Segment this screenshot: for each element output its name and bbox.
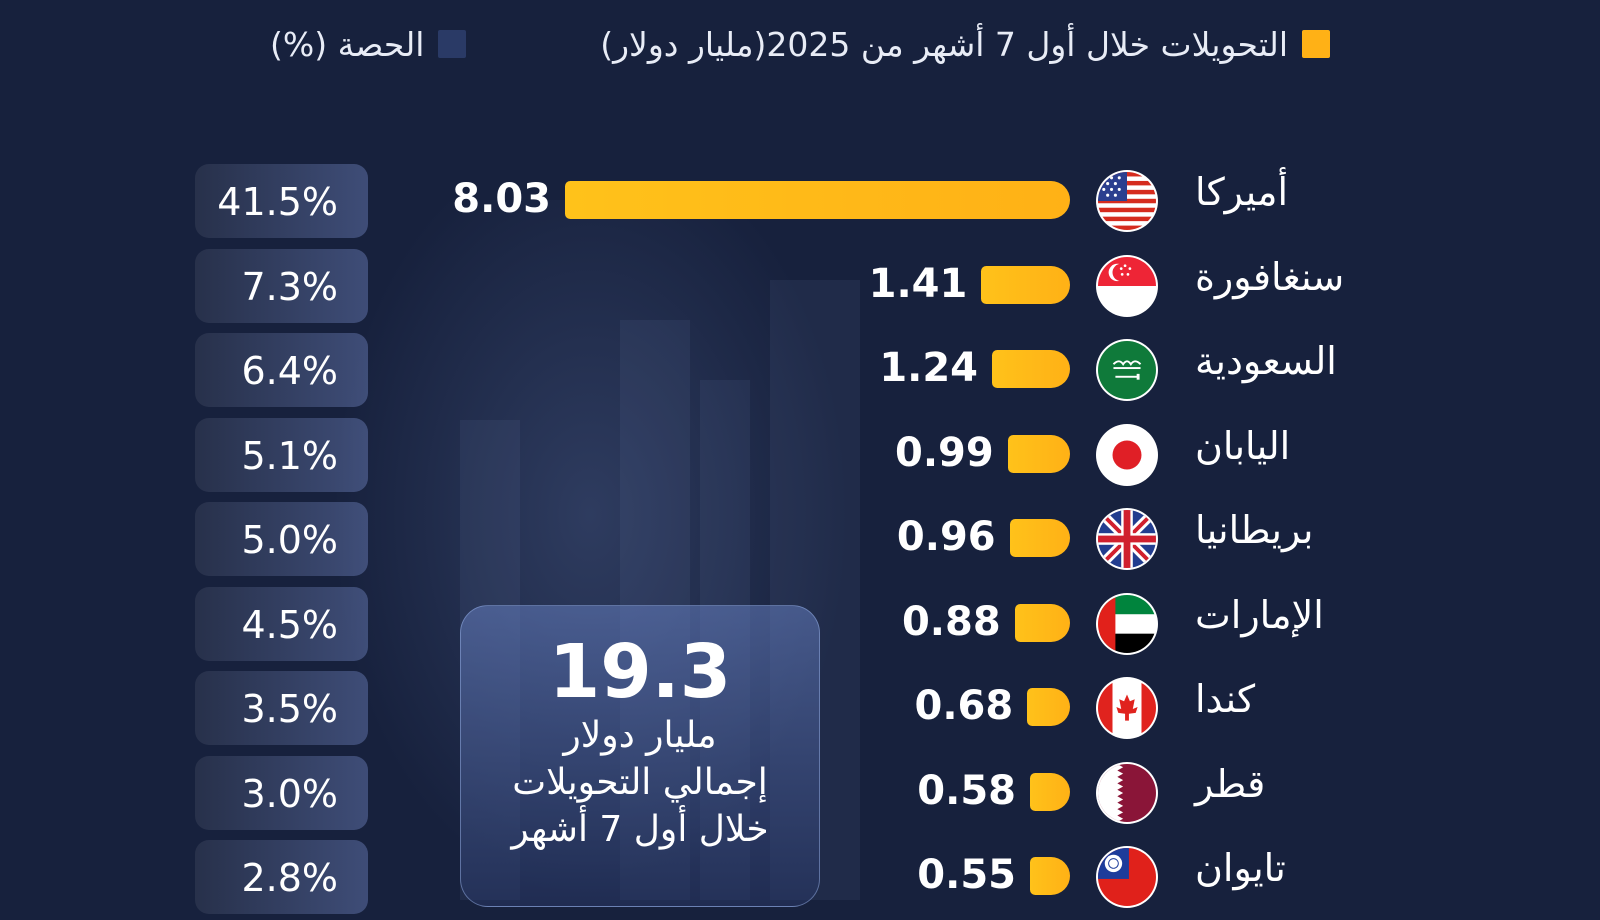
data-label: 8.03 [452,176,551,222]
uae-flag-icon [1096,592,1158,655]
canada-flag-icon [1096,677,1158,739]
bar [1007,434,1070,473]
category-label: أميركا [1195,170,1289,214]
legend-item-share: الحصة (%) [270,20,467,68]
bar [1027,688,1070,726]
us-flag-icon [1096,170,1158,232]
total-caption: إجمالي التحويلات [512,762,768,803]
share-box: 41.5% [195,164,368,238]
chart-row: كندا 0.68 3.5% [0,667,1600,751]
legend-swatch-share [438,30,467,58]
singapore-flag-icon [1096,254,1158,317]
share-label: 7.3% [241,264,338,309]
uk-flag-icon [1096,508,1158,570]
taiwan-flag-icon [1096,846,1158,908]
bar [992,350,1070,388]
data-label: 1.24 [879,345,979,391]
japan-flag-icon [1096,423,1158,486]
category-label: السعودية [1195,339,1337,383]
share-box: 5.0% [195,502,368,576]
share-label: 5.0% [241,518,338,562]
data-label: 0.96 [896,514,996,560]
category-label: بريطانيا [1195,508,1314,552]
category-label: كندا [1195,677,1256,721]
chart-row: الإمارات 0.88 4.5% [0,583,1600,667]
legend-item-transfers: التحويلات خلال أول 7 أشهر من 2025(مليار … [600,20,1330,68]
data-label: 0.99 [895,429,994,476]
legend-label-transfers: التحويلات خلال أول 7 أشهر من 2025(مليار … [600,24,1288,64]
chart-row: أميركا 8.03 41.5% [0,160,1600,244]
bar [981,265,1070,304]
share-box: 5.1% [195,417,368,492]
share-label: 3.5% [241,687,338,731]
share-box: 2.8% [195,840,368,914]
bar [1030,857,1070,895]
saudi-flag-icon [1096,339,1158,401]
chart-row: قطر 0.58 3.0% [0,752,1600,836]
qatar-flag-icon [1096,761,1158,824]
category-label: سنغافورة [1195,254,1345,299]
share-label: 41.5% [217,180,338,224]
share-box: 7.3% [195,248,368,323]
data-label: 0.55 [917,852,1016,898]
total-card: 19.3 مليار دولار إجمالي التحويلات خلال أ… [460,605,820,907]
category-label: اليابان [1195,423,1291,468]
share-label: 4.5% [241,602,338,647]
share-label: 5.1% [241,433,338,478]
share-box: 3.0% [195,755,368,830]
total-unit: مليار دولار [563,715,717,756]
bar [565,181,1070,219]
share-label: 3.0% [241,771,338,816]
chart-row: السعودية 1.24 6.4% [0,329,1600,413]
share-label: 2.8% [241,856,338,900]
data-label: 0.58 [917,767,1016,814]
share-box: 6.4% [195,333,368,407]
total-period: خلال أول 7 أشهر [511,809,769,850]
total-value: 19.3 [548,629,732,715]
share-box: 3.5% [195,671,368,745]
legend-swatch-transfers [1302,30,1330,58]
bar [1014,603,1070,642]
category-label: الإمارات [1195,592,1324,637]
share-box: 4.5% [195,586,368,661]
share-label: 6.4% [241,349,338,393]
category-label: تايوان [1195,846,1286,890]
bar [1009,519,1070,557]
chart-row: بريطانيا 0.96 5.0% [0,498,1600,582]
chart-legend: التحويلات خلال أول 7 أشهر من 2025(مليار … [270,20,1330,68]
data-label: 1.41 [868,260,968,307]
category-label: قطر [1195,761,1266,806]
data-label: 0.88 [901,598,1001,645]
chart-row: تايوان 0.55 2.8% [0,836,1600,920]
data-label: 0.68 [914,683,1014,729]
chart-row: سنغافورة 1.41 7.3% [0,245,1600,329]
chart-row: اليابان 0.99 5.1% [0,414,1600,498]
legend-label-share: الحصة (%) [270,24,425,64]
bar [1030,772,1070,811]
